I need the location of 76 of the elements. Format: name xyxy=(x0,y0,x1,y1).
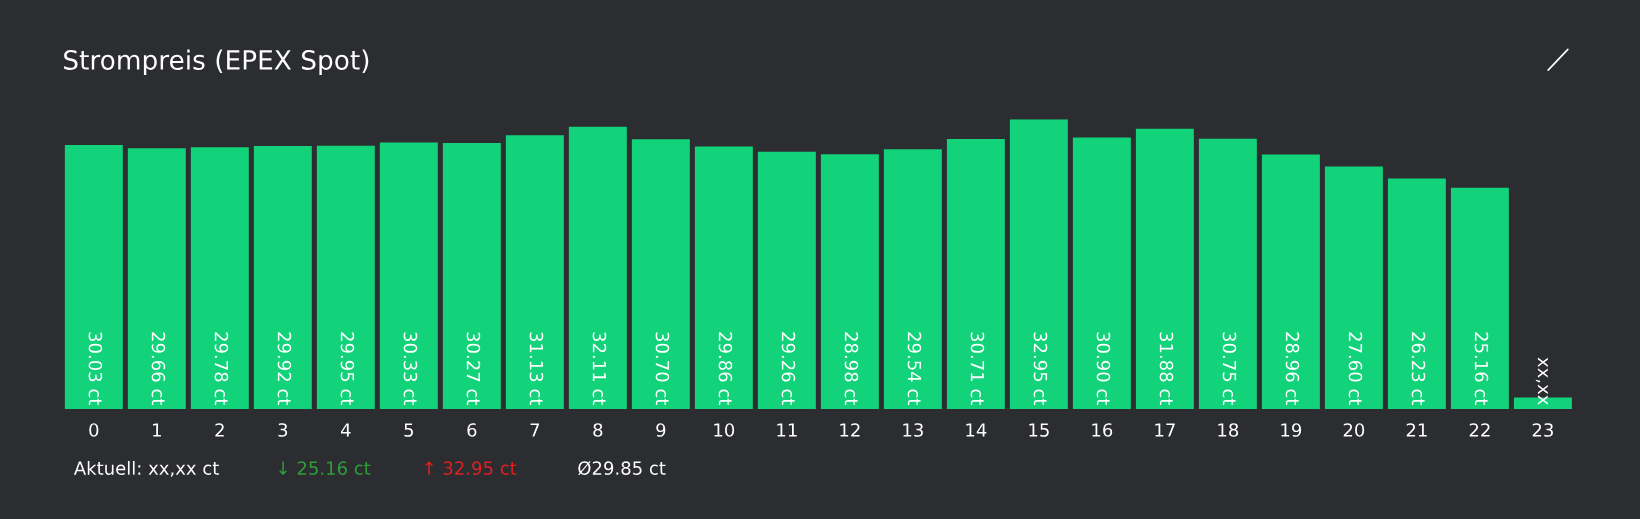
x-tick-label: 23 xyxy=(1532,423,1553,437)
bar xyxy=(1072,137,1131,409)
x-tick-label: 5 xyxy=(404,423,414,437)
data-label: 30.33 ct xyxy=(403,332,418,406)
x-tick-label: 2 xyxy=(215,423,224,437)
text: ↓ 25.16 ct xyxy=(279,461,371,475)
data-label: 28.96 ct xyxy=(1285,332,1300,406)
x-tick-label: 8 xyxy=(593,423,603,437)
bar xyxy=(883,149,942,409)
data-label: 29.78 ct xyxy=(214,332,229,406)
data-label: 28.98 ct xyxy=(844,332,859,406)
bar xyxy=(1387,178,1446,409)
data-label: 29.26 ct xyxy=(781,332,796,406)
data-label: 29.66 ct xyxy=(151,332,166,406)
bar xyxy=(757,151,816,409)
bar xyxy=(631,139,690,409)
bar xyxy=(1198,138,1257,409)
data-label: 26.23 ct xyxy=(1411,332,1426,406)
x-tick-label: 6 xyxy=(467,423,477,437)
x-tick-label: 20 xyxy=(1343,423,1365,437)
data-label: 30.03 ct xyxy=(88,332,103,406)
data-label: 29.86 ct xyxy=(718,332,733,406)
x-tick-label: 3 xyxy=(278,423,288,437)
x-tick-label: 21 xyxy=(1406,423,1427,437)
bar xyxy=(1261,154,1320,409)
data-label: 31.88 ct xyxy=(1159,332,1174,406)
bar xyxy=(253,146,312,409)
bar xyxy=(379,142,438,409)
x-tick-label: 10 xyxy=(714,423,735,437)
bar xyxy=(1324,166,1383,409)
x-tick-label: 16 xyxy=(1092,423,1113,437)
data-label: 32.11 ct xyxy=(592,332,607,406)
text: ↑ 32.95 ct xyxy=(425,461,517,475)
data-label: 32.95 ct xyxy=(1033,332,1048,406)
x-tick-label: 19 xyxy=(1281,423,1302,437)
data-label: 29.92 ct xyxy=(277,332,292,406)
text: Ø29.85 ct xyxy=(578,460,666,476)
bar xyxy=(1135,128,1194,409)
data-label: 29.95 ct xyxy=(340,332,355,406)
data-label: 30.27 ct xyxy=(466,332,481,406)
bar xyxy=(946,139,1005,409)
bar xyxy=(316,145,375,409)
bar xyxy=(694,146,753,409)
data-label: 30.71 ct xyxy=(970,332,985,406)
x-tick-label: 12 xyxy=(840,423,860,437)
data-label: 29.54 ct xyxy=(907,332,922,406)
x-tick-label: 22 xyxy=(1469,423,1490,437)
data-label: 25.16 ct xyxy=(1474,332,1489,406)
data-label: 27.60 ct xyxy=(1348,332,1363,406)
bar xyxy=(505,135,564,409)
bar xyxy=(1450,187,1509,409)
x-tick-label: 14 xyxy=(966,423,987,437)
bar xyxy=(190,147,249,409)
x-tick-label: 7 xyxy=(530,423,540,437)
x-tick-label: 18 xyxy=(1218,423,1239,437)
data-label: xx,xx xyxy=(1535,357,1548,405)
x-tick-label: 4 xyxy=(340,423,351,437)
chart-title: Strompreis (EPEX Spot) xyxy=(64,49,369,76)
bar xyxy=(64,145,123,409)
data-label: 30.75 ct xyxy=(1222,332,1237,406)
data-label: 30.90 ct xyxy=(1096,332,1111,406)
x-tick-label: 0 xyxy=(89,423,99,437)
bar xyxy=(568,126,627,409)
x-tick-label: 13 xyxy=(903,423,923,437)
x-tick-label: 1 xyxy=(153,423,161,437)
bar xyxy=(820,154,879,409)
bar xyxy=(1009,119,1068,409)
x-tick-label: 11 xyxy=(777,423,797,437)
text: Aktuell: xx,xx ct xyxy=(73,460,219,477)
bar xyxy=(442,142,501,409)
x-tick-label: 17 xyxy=(1155,423,1175,437)
bar xyxy=(127,148,186,409)
x-tick-label: 9 xyxy=(656,423,666,437)
data-label: 31.13 ct xyxy=(529,332,544,406)
data-label: 30.70 ct xyxy=(655,332,670,406)
x-tick-label: 15 xyxy=(1029,423,1049,437)
